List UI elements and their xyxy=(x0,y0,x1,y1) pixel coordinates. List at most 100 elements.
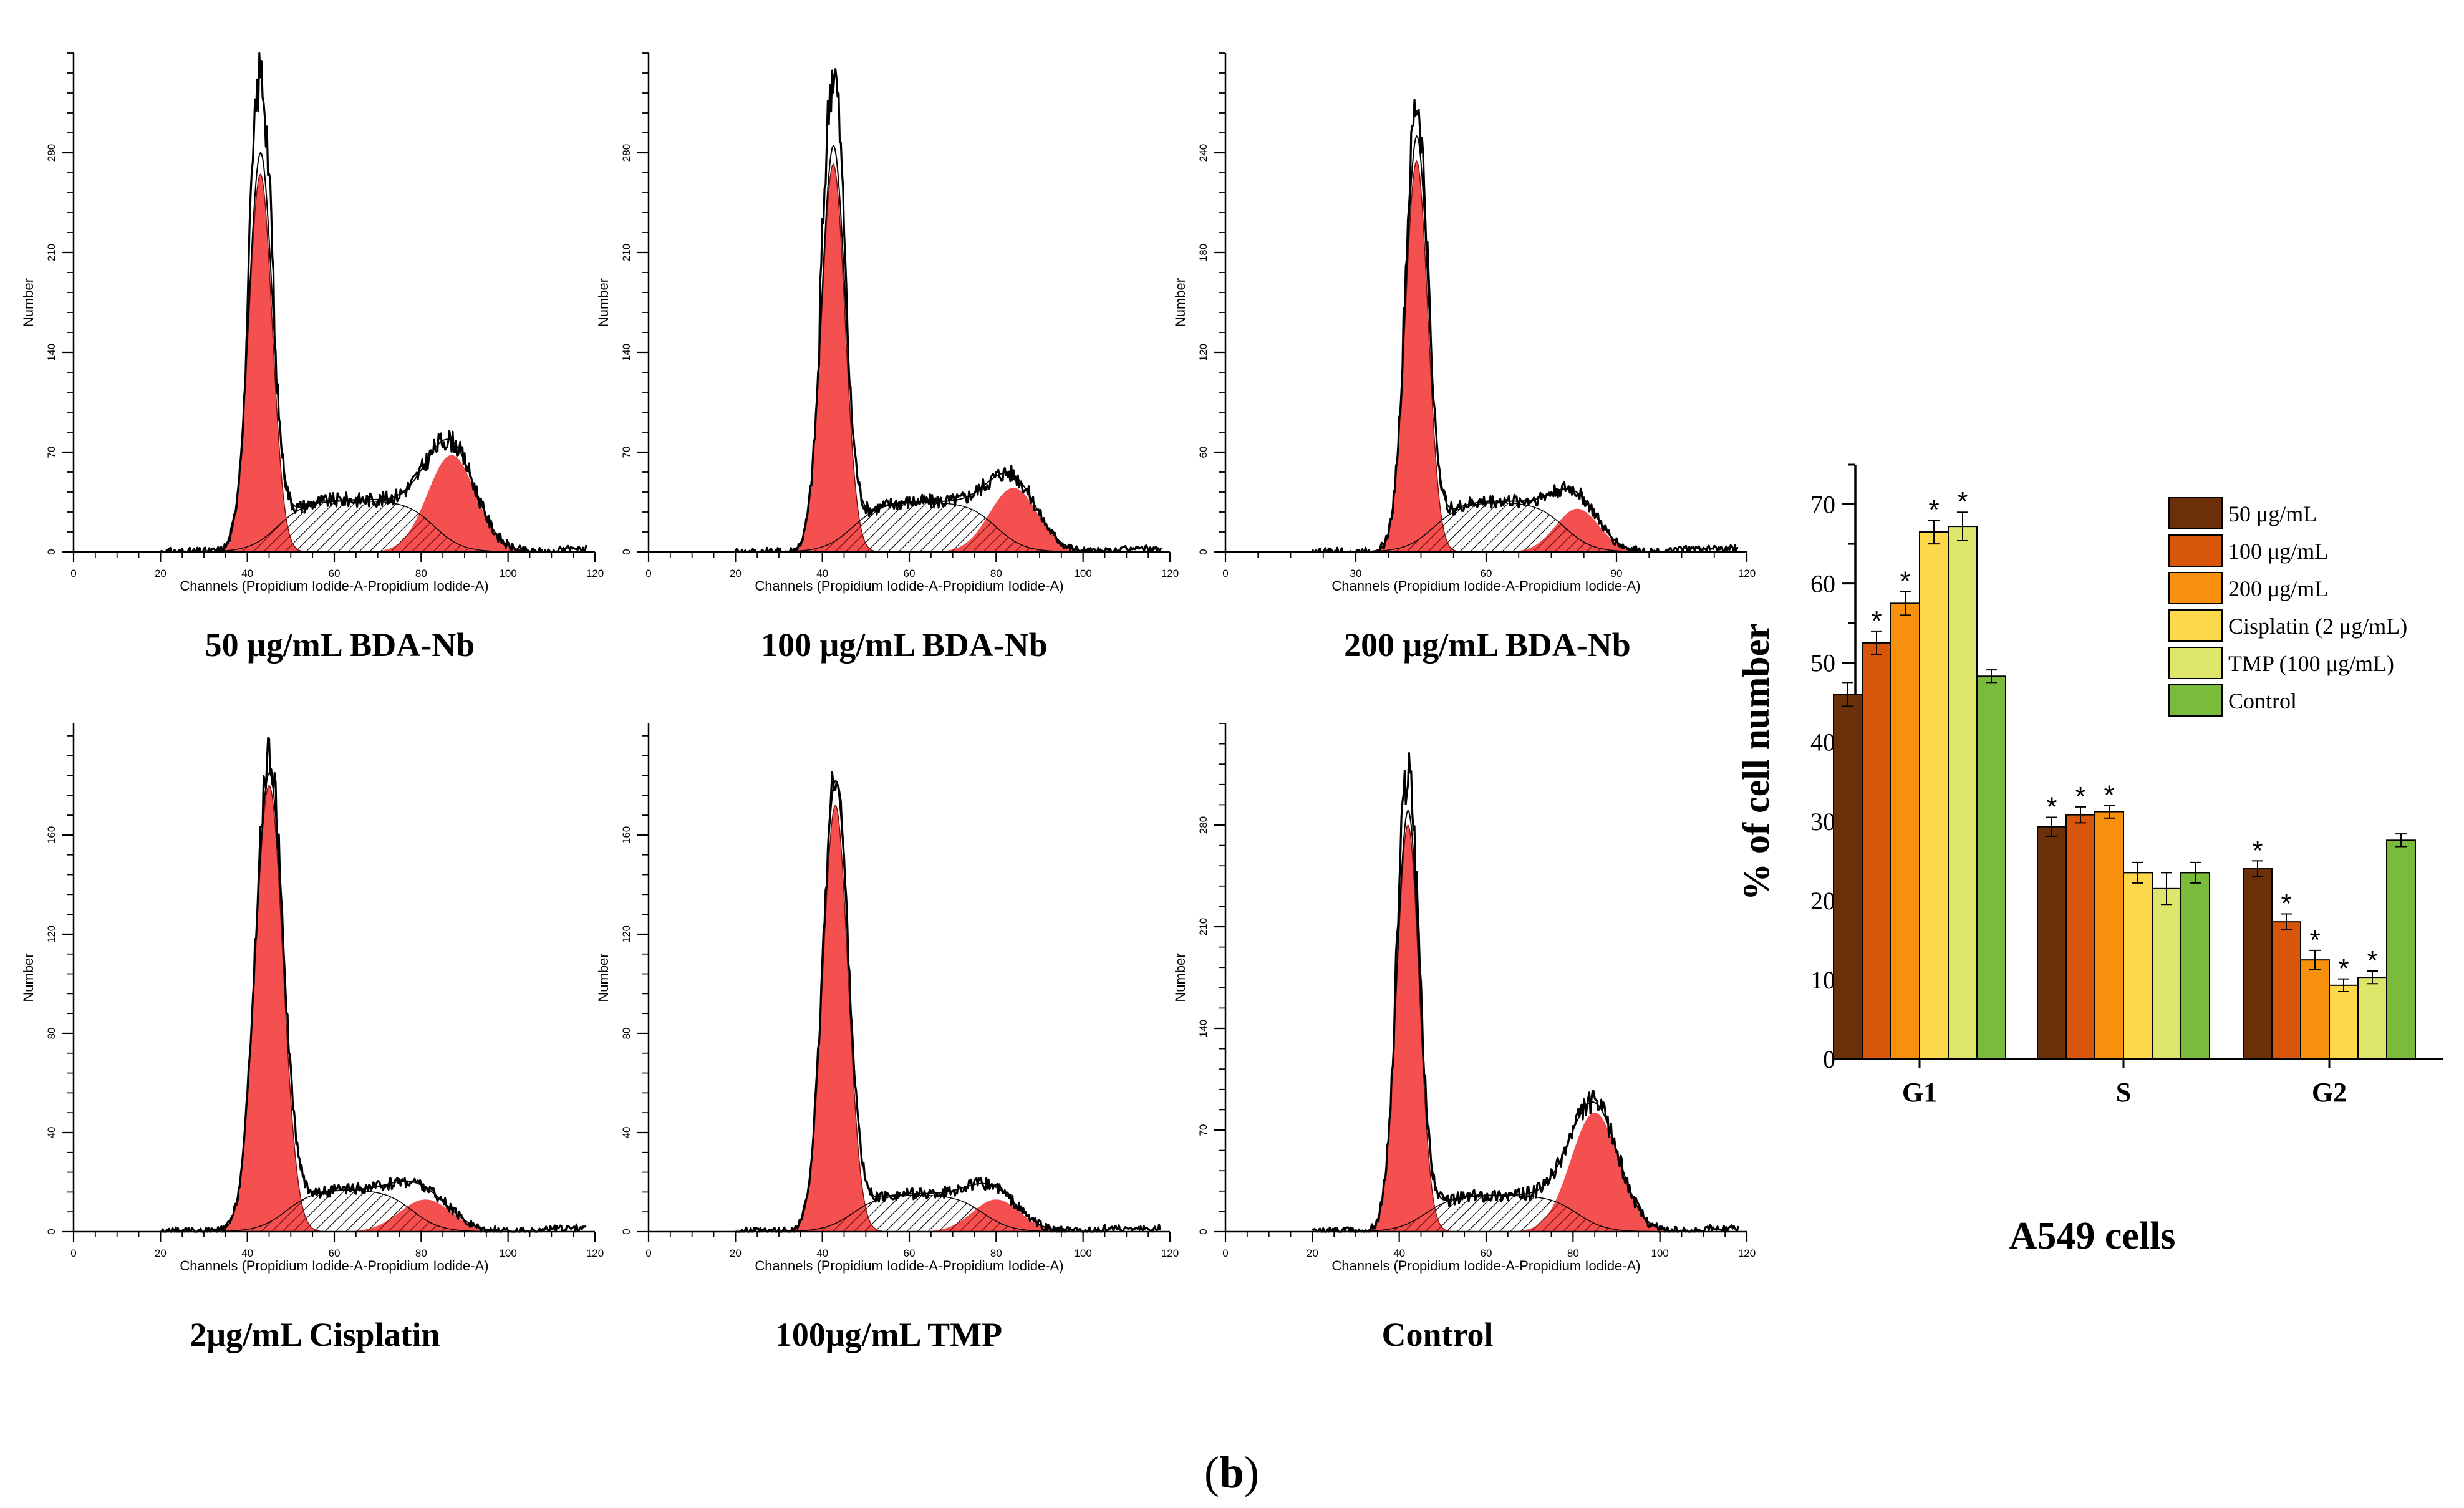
y-tick-label: 240 xyxy=(1197,144,1209,162)
histogram-2: 0 60 120 180 240 0 30 60 90 120 Channels (Propidiu… xyxy=(1172,52,1756,664)
y-tick-label: 0 xyxy=(621,549,632,554)
model-envelope-line xyxy=(160,772,587,1232)
bar xyxy=(2152,887,2181,1060)
x-axis-title: Channels (Propidium Iodide-A-Propidium I… xyxy=(1331,578,1640,594)
legend-swatch xyxy=(2168,647,2223,679)
histogram-caption: 100 μg/mL BDA-Nb xyxy=(761,626,1048,664)
x-tick-label: 60 xyxy=(329,568,341,579)
y-tick-label: 160 xyxy=(621,826,632,844)
x-tick-label: 120 xyxy=(1161,568,1179,579)
bar-y-tick-label: 30 xyxy=(1810,808,1835,836)
x-tick-label: 80 xyxy=(990,568,1002,579)
bar-y-axis-title: % of cell number xyxy=(1736,623,1777,901)
bar xyxy=(2300,959,2330,1060)
g1-peak-outline xyxy=(735,163,1162,553)
g1-peak-outline xyxy=(1312,160,1739,553)
bar xyxy=(1948,526,1978,1060)
histogram-1: 0 70 140 210 280 0 20 40 60 80 100 120 Channels (Pro… xyxy=(596,52,1179,664)
bar xyxy=(2180,872,2210,1060)
x-tick-label: 90 xyxy=(1611,568,1623,579)
legend-entry: 200 μg/mL xyxy=(2228,576,2328,601)
histogram-0: 0 70 140 210 280 0 20 40 60 80 100 120 Channels (Pro… xyxy=(21,52,604,664)
x-tick-label: 80 xyxy=(415,568,427,579)
g1-s-overlap xyxy=(160,519,587,552)
significance-marker: * xyxy=(2104,780,2114,810)
bar xyxy=(2357,977,2387,1060)
bar xyxy=(2065,814,2095,1060)
x-tick-label: 0 xyxy=(70,568,76,579)
legend-swatch xyxy=(2168,684,2223,717)
significance-marker: * xyxy=(2252,835,2263,866)
g1-s-overlap xyxy=(735,1206,1162,1232)
x-tick-label: 20 xyxy=(730,1247,742,1259)
bar xyxy=(1919,531,1949,1060)
x-tick-label: 30 xyxy=(1350,568,1362,579)
bar-chart-title: A549 cells xyxy=(2009,1215,2176,1257)
y-tick-label: 140 xyxy=(46,344,57,361)
bar xyxy=(1833,694,1863,1060)
raw-histogram-line xyxy=(1311,99,1739,553)
y-tick-label: 80 xyxy=(46,1027,57,1039)
significance-marker: * xyxy=(1871,606,1882,636)
y-tick-label: 80 xyxy=(621,1027,632,1039)
y-tick-label: 160 xyxy=(46,826,57,844)
g1-s-overlap xyxy=(160,1201,587,1232)
y-tick-label: 0 xyxy=(1197,549,1209,554)
x-tick-label: 100 xyxy=(1651,1247,1668,1259)
histogram-caption: 2μg/mL Cisplatin xyxy=(190,1316,440,1353)
g1-peak-area xyxy=(1312,161,1739,553)
x-tick-label: 120 xyxy=(1161,1247,1179,1259)
raw-histogram-line xyxy=(735,771,1162,1233)
y-axis-title: Number xyxy=(596,278,611,327)
y-tick-label: 280 xyxy=(46,144,57,162)
significance-marker: * xyxy=(2075,781,2085,812)
y-tick-label: 210 xyxy=(1197,918,1209,935)
raw-histogram-line xyxy=(160,737,587,1233)
x-tick-label: 120 xyxy=(1738,568,1756,579)
x-tick-label: 0 xyxy=(70,1247,76,1259)
model-envelope-line xyxy=(1312,809,1739,1232)
raw-histogram-line xyxy=(160,52,587,553)
bar xyxy=(2094,811,2124,1060)
x-axis-title: Channels (Propidium Iodide-A-Propidium I… xyxy=(180,578,488,594)
bar-y-tick-label: 0 xyxy=(1823,1045,1835,1073)
x-axis-title: Channels (Propidium Iodide-A-Propidium I… xyxy=(1331,1258,1640,1274)
histogram-caption: 50 μg/mL BDA-Nb xyxy=(205,626,475,664)
significance-marker: * xyxy=(1900,566,1910,596)
x-tick-label: 120 xyxy=(1738,1247,1756,1259)
g1-s-overlap xyxy=(1312,520,1739,552)
x-tick-label: 80 xyxy=(415,1247,427,1259)
x-tick-label: 0 xyxy=(1222,568,1228,579)
x-tick-label: 40 xyxy=(1393,1247,1405,1259)
legend-entry: 50 μg/mL xyxy=(2228,501,2317,526)
bar xyxy=(2123,872,2153,1060)
panel-label-letter: b xyxy=(1219,1448,1244,1497)
g1-peak-outline xyxy=(1312,824,1739,1232)
model-envelope-line xyxy=(160,152,587,553)
y-tick-label: 210 xyxy=(621,244,632,261)
bar-y-tick-label: 70 xyxy=(1810,491,1835,519)
bar xyxy=(2271,921,2301,1060)
x-tick-label: 100 xyxy=(1074,568,1091,579)
g1-peak-area xyxy=(735,164,1162,552)
y-tick-label: 120 xyxy=(46,926,57,943)
x-tick-label: 120 xyxy=(586,568,604,579)
g1-s-overlap xyxy=(1312,1208,1739,1232)
x-tick-label: 20 xyxy=(155,568,167,579)
panel-label: (b) xyxy=(1204,1448,1259,1497)
significance-marker: * xyxy=(2367,945,2377,976)
x-tick-label: 100 xyxy=(1074,1247,1091,1259)
x-tick-label: 60 xyxy=(1481,568,1492,579)
y-tick-label: 70 xyxy=(1197,1124,1209,1136)
bar xyxy=(2037,826,2067,1060)
x-axis-title: Channels (Propidium Iodide-A-Propidium I… xyxy=(755,578,1063,594)
histogram-panels: 0 70 140 210 280 0 20 40 60 80 100 120 Channels (Pro… xyxy=(21,52,1756,1353)
y-tick-label: 120 xyxy=(1197,344,1209,361)
significance-marker: * xyxy=(1957,486,1968,517)
y-tick-label: 0 xyxy=(621,1229,632,1234)
x-tick-label: 80 xyxy=(1567,1247,1579,1259)
y-tick-label: 70 xyxy=(46,447,57,458)
x-axis-title: Channels (Propidium Iodide-A-Propidium I… xyxy=(180,1258,488,1274)
significance-marker: * xyxy=(2338,954,2349,984)
